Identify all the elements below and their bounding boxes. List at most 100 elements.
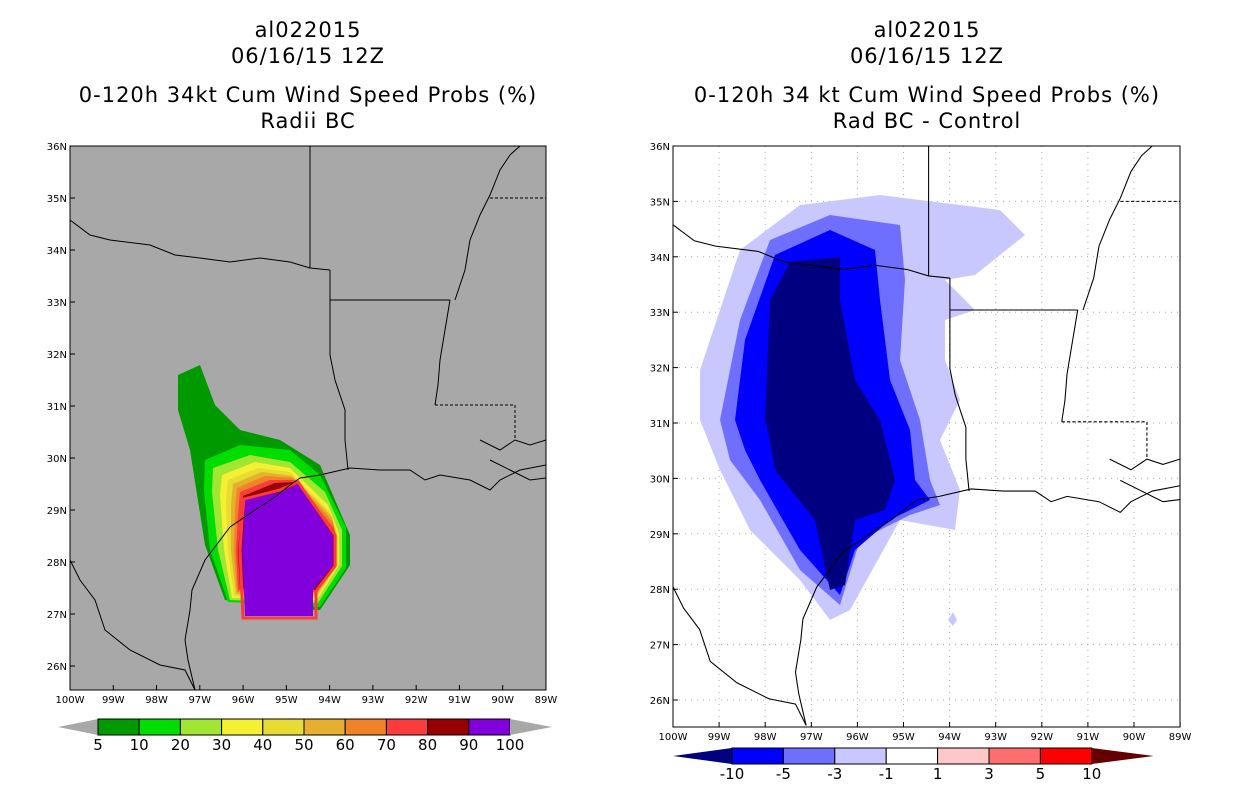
right-title-date: 06/16/15 12Z [849,44,1005,68]
colorbar-swatch [303,718,346,736]
right-map: 36N 35N 34N 33N 32N 31N 30N 29N 28N 27N 26N 100W 99… [650,142,1192,783]
lat-tick-label: 33N [650,308,670,319]
colorbar-swatch [344,718,387,736]
lon-tick-label: 91W [448,695,471,706]
lat-tick-label: 30N [47,454,67,465]
lon-tick-label: 89W [535,695,558,706]
colorbar-low-arrow [58,719,98,735]
lon-tick-label: 91W [1077,732,1100,743]
colorbar-label: 10 [130,736,149,754]
lat-tick-label: 36N [47,142,67,153]
lon-tick-label: 95W [892,732,915,743]
lat-tick-label: 26N [47,662,67,673]
right-title: al022015 06/16/15 12Z 0-120h 34 kt Cum W… [627,17,1227,134]
lat-tick-label: 36N [650,142,670,153]
lat-tick-label: 28N [650,585,670,596]
colorbar-label: -1 [879,765,894,783]
lon-tick-label: 95W [275,695,298,706]
colorbar-high-arrow [510,719,552,735]
left-title-storm: al022015 [254,18,362,42]
lon-tick-label: 100W [659,732,688,743]
colorbar-low-arrow [673,748,732,764]
lat-tick-label: 31N [650,419,670,430]
colorbar-swatch [885,747,939,765]
colorbar-high-arrow [1091,748,1154,764]
colorbar-label: 3 [984,765,994,783]
colorbar-swatch [937,747,990,765]
lon-tick-label: 98W [754,732,777,743]
left-map: 36N 35N 34N 33N 32N 31N 30N 29N 28N 27N 26N 100W 99… [47,142,558,754]
lat-tick-label: 29N [47,506,67,517]
colorbar-label: 40 [253,736,272,754]
lon-tick-label: 97W [800,732,823,743]
lon-tick-label: 100W [56,695,85,706]
colorbar-label: 5 [93,736,103,754]
colorbar-label: 50 [294,736,313,754]
colorbar-label: 20 [171,736,190,754]
left-title-date: 06/16/15 12Z [230,44,386,68]
right-lat-ticks: 36N 35N 34N 33N 32N 31N 30N 29N 28N 27N 26N [650,142,678,707]
colorbar-swatch [468,718,511,736]
lon-tick-label: 89W [1169,732,1192,743]
right-title-product: 0-120h 34 kt Cum Wind Speed Probs (%) [693,83,1161,107]
colorbar-swatch [782,747,836,765]
colorbar-swatch [731,747,784,765]
lat-tick-label: 31N [47,402,67,413]
left-colorbar: 5 10 20 30 40 50 60 70 80 90 100 [58,718,552,754]
lat-tick-label: 35N [47,194,67,205]
lat-tick-label: 32N [47,350,67,361]
right-title-storm: al022015 [873,18,981,42]
lon-tick-label: 94W [318,695,341,706]
left-lat-ticks: 36N 35N 34N 33N 32N 31N 30N 29N 28N 27N 26N [47,142,75,673]
lon-tick-label: 97W [188,695,211,706]
left-title-product: 0-120h 34kt Cum Wind Speed Probs (%) [78,83,538,107]
right-title-subtitle: Rad BC - Control [832,109,1022,133]
prob-outer-ring-red [238,480,337,620]
colorbar-label: -10 [720,765,745,783]
lat-tick-label: 35N [650,197,670,208]
colorbar-swatch [385,718,429,736]
right-lon-ticks: 100W 99W 98W 97W 96W 95W 94W 93W 92W 91W 90W 89W [659,722,1192,743]
lon-tick-label: 99W [708,732,731,743]
lon-tick-label: 99W [102,695,125,706]
colorbar-swatch [221,718,264,736]
lat-tick-label: 27N [47,610,67,621]
diff-minus10-contour [765,257,895,590]
lat-tick-label: 26N [650,696,670,707]
colorbar-swatch [988,747,1041,765]
lat-tick-label: 34N [650,253,670,264]
colorbar-label: 30 [212,736,231,754]
colorbar-label: 5 [1036,765,1046,783]
lon-tick-label: 93W [984,732,1007,743]
left-title: al022015 06/16/15 12Z 0-120h 34kt Cum Wi… [8,17,608,134]
colorbar-label: 10 [1082,765,1101,783]
colorbar-label: 90 [459,736,478,754]
colorbar-swatch [427,718,470,736]
colorbar-label: 1 [933,765,943,783]
lon-tick-label: 90W [491,695,514,706]
colorbar-swatch [138,718,181,736]
colorbar-label: 70 [377,736,396,754]
lon-tick-label: 92W [405,695,428,706]
colorbar-swatch [262,718,305,736]
colorbar-label: 60 [336,736,355,754]
lon-tick-label: 98W [145,695,168,706]
colorbar-swatch [1039,747,1093,765]
lat-tick-label: 32N [650,364,670,375]
lat-tick-label: 29N [650,530,670,541]
lon-tick-label: 96W [846,732,869,743]
left-lon-ticks: 100W 99W 98W 97W 96W 95W 94W 93W 92W 91W 90W 89W [56,685,558,706]
lon-tick-label: 90W [1123,732,1146,743]
lon-tick-label: 93W [362,695,385,706]
lon-tick-label: 96W [232,695,255,706]
colorbar-swatch [179,718,223,736]
colorbar-label: 80 [418,736,437,754]
colorbar-label: 100 [496,736,525,754]
diff-minus1-spot [948,612,957,626]
lat-tick-label: 33N [47,298,67,309]
lat-tick-label: 28N [47,558,67,569]
lon-tick-label: 94W [938,732,961,743]
lat-tick-label: 30N [650,474,670,485]
colorbar-swatch [834,747,887,765]
